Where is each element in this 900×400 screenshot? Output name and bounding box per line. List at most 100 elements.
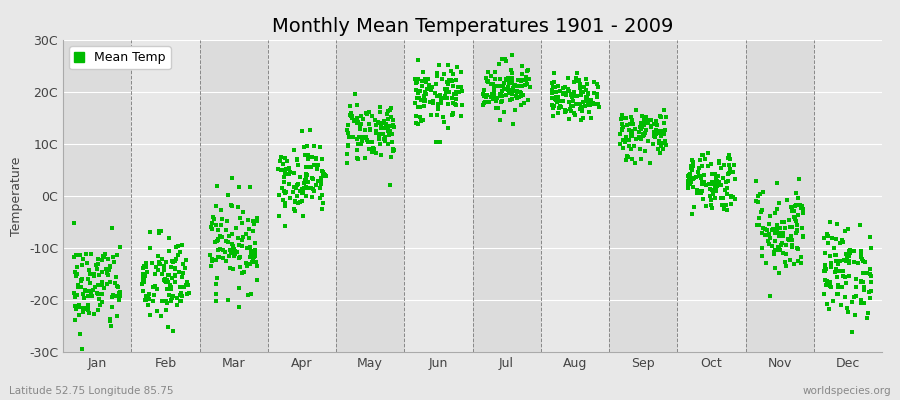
Point — [787, 214, 801, 220]
Point — [416, 68, 430, 75]
Point — [709, 188, 724, 194]
Point — [357, 154, 372, 161]
Point — [87, 311, 102, 317]
Point — [142, 291, 157, 297]
Point — [824, 260, 838, 266]
Point — [770, 222, 785, 228]
Point — [487, 83, 501, 89]
Point — [145, 260, 159, 266]
Point — [306, 186, 320, 192]
Point — [167, 273, 182, 280]
Point — [716, 194, 730, 201]
Point — [476, 99, 491, 106]
Point — [283, 195, 297, 201]
Point — [509, 88, 524, 94]
Point — [785, 244, 799, 250]
Point — [714, 181, 728, 188]
Point — [378, 134, 392, 140]
Point — [514, 102, 528, 109]
Point — [784, 233, 798, 239]
Point — [454, 88, 469, 94]
Point — [213, 207, 228, 213]
Point — [773, 247, 788, 253]
Point — [176, 284, 191, 290]
Point — [274, 154, 288, 160]
Point — [783, 257, 797, 263]
Point — [832, 268, 846, 275]
Point — [828, 257, 842, 264]
Point — [340, 151, 355, 158]
Point — [411, 104, 426, 110]
Point — [687, 175, 701, 181]
Point — [707, 183, 722, 189]
Point — [824, 264, 838, 270]
Point — [227, 246, 241, 252]
Point — [136, 278, 150, 284]
Point — [83, 271, 97, 277]
Point — [708, 179, 723, 186]
Point — [776, 230, 790, 236]
Point — [724, 193, 738, 200]
Point — [409, 113, 423, 120]
Point — [103, 278, 117, 285]
Point — [313, 181, 328, 187]
Point — [754, 207, 769, 213]
Point — [488, 76, 502, 82]
Point — [154, 271, 168, 278]
Point — [857, 287, 871, 294]
Title: Monthly Mean Temperatures 1901 - 2009: Monthly Mean Temperatures 1901 - 2009 — [272, 17, 673, 36]
Point — [501, 80, 516, 86]
Point — [648, 127, 662, 134]
Point — [833, 283, 848, 290]
Point — [706, 191, 721, 198]
Point — [496, 83, 510, 89]
Point — [710, 173, 724, 180]
Point — [375, 120, 390, 126]
Point — [683, 179, 698, 186]
Point — [795, 225, 809, 231]
Point — [707, 170, 722, 177]
Point — [99, 266, 113, 272]
Point — [376, 118, 391, 124]
Point — [655, 146, 670, 152]
Point — [136, 271, 150, 277]
Point — [587, 79, 601, 86]
Point — [569, 75, 583, 82]
Point — [581, 90, 596, 97]
Point — [436, 70, 451, 77]
Point — [438, 86, 453, 93]
Point — [368, 130, 382, 136]
Bar — [63, 40, 131, 352]
Point — [68, 317, 82, 323]
Point — [839, 280, 853, 286]
Point — [299, 184, 313, 190]
Point — [583, 98, 598, 105]
Point — [94, 257, 109, 263]
Point — [377, 136, 392, 142]
Point — [703, 196, 717, 203]
Point — [838, 228, 852, 234]
Point — [148, 292, 162, 298]
Point — [847, 259, 861, 265]
Point — [179, 256, 194, 263]
Point — [142, 312, 157, 318]
Point — [580, 99, 595, 106]
Point — [441, 77, 455, 83]
Point — [831, 283, 845, 290]
Point — [616, 145, 630, 151]
Point — [578, 102, 592, 109]
Point — [384, 139, 399, 145]
Point — [831, 261, 845, 267]
Point — [828, 252, 842, 258]
Point — [86, 287, 100, 293]
Point — [309, 162, 323, 168]
Point — [416, 117, 430, 123]
Point — [373, 109, 387, 115]
Point — [758, 226, 772, 233]
Point — [424, 84, 438, 91]
Point — [723, 162, 737, 168]
Point — [695, 179, 709, 186]
Point — [559, 92, 573, 98]
Point — [298, 176, 312, 183]
Point — [101, 272, 115, 278]
